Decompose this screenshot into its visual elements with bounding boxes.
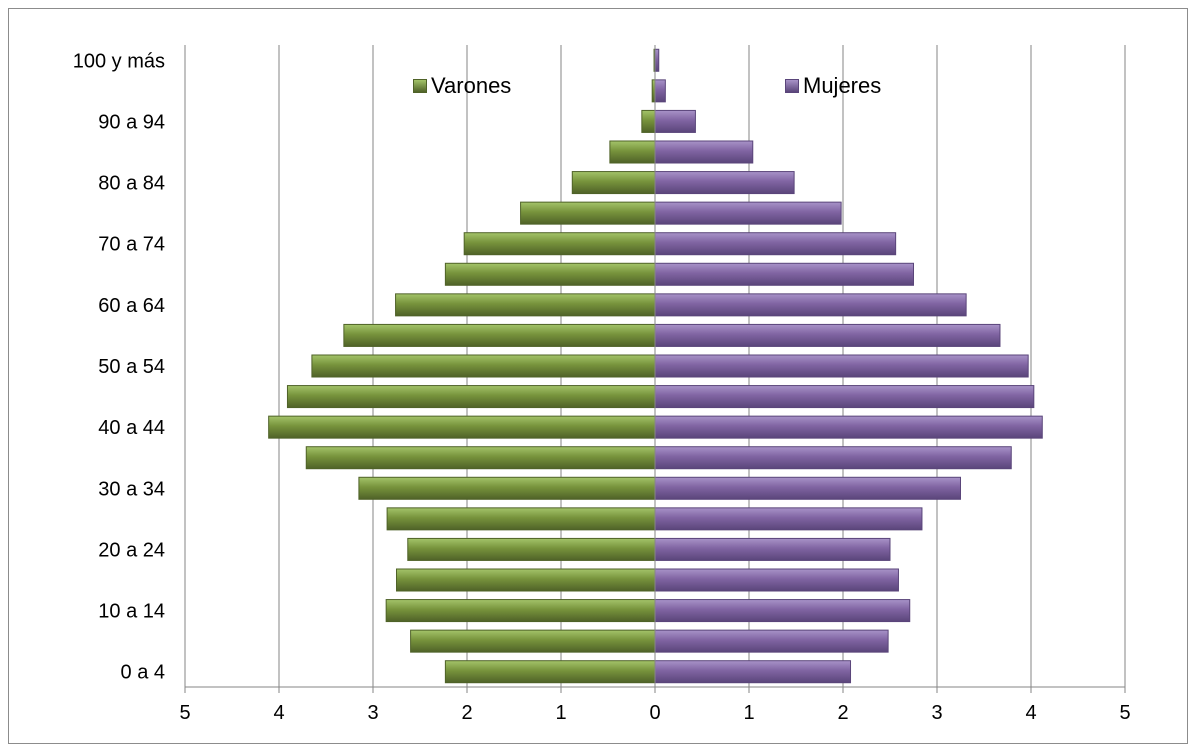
- bar-varones-4: [407, 537, 656, 561]
- x-tick-label-2: 3: [367, 702, 378, 724]
- y-tick-label-3: 30 a 34: [98, 478, 165, 500]
- legend-label-mujeres: Mujeres: [803, 73, 882, 98]
- bar-mujeres-17: [654, 140, 754, 164]
- legend-swatch-varones: [413, 79, 427, 93]
- bar-mujeres-18: [654, 109, 696, 133]
- y-tick-label-5: 50 a 54: [98, 356, 165, 378]
- bar-mujeres-16: [654, 171, 795, 195]
- bar-mujeres-14: [654, 232, 897, 256]
- bar-varones-3: [396, 568, 656, 592]
- bar-mujeres-8: [654, 415, 1043, 439]
- bar-varones-9: [286, 385, 656, 409]
- y-tick-label-2: 20 a 24: [98, 539, 165, 561]
- bar-varones-13: [444, 262, 656, 286]
- bar-varones-5: [386, 507, 656, 531]
- population-pyramid-chart: 5 4 3 2 1 0 1 2 3 4 5 0 a 4 10 a 14 20 a 24 30 a 34 40 …: [73, 45, 1131, 724]
- x-tick-label-0: 5: [179, 702, 190, 724]
- bar-mujeres-15: [654, 201, 842, 225]
- bar-varones-8: [268, 415, 656, 439]
- chart-frame: 5 4 3 2 1 0 1 2 3 4 5 0 a 4 10 a 14 20 a 24 30 a 34 40 …: [8, 8, 1188, 744]
- y-tick-label-8: 80 a 84: [98, 173, 165, 195]
- y-tick-label-6: 60 a 64: [98, 295, 165, 317]
- axes: 5 4 3 2 1 0 1 2 3 4 5 0 a 4 10 a 14 20 a 24 30 a 34 40 …: [73, 45, 1131, 724]
- bars: [268, 48, 1043, 684]
- bar-varones-10: [311, 354, 656, 378]
- y-tick-label-10: 100 y más: [73, 50, 165, 72]
- bar-mujeres-0: [654, 660, 852, 684]
- bar-mujeres-5: [654, 507, 923, 531]
- x-tick-label-9: 4: [1025, 702, 1036, 724]
- bar-varones-11: [343, 323, 656, 347]
- y-tick-label-4: 40 a 44: [98, 417, 165, 439]
- bar-varones-7: [305, 446, 656, 470]
- bar-mujeres-12: [654, 293, 967, 317]
- x-tick-label-10: 5: [1119, 702, 1130, 724]
- bar-mujeres-6: [654, 476, 961, 500]
- bar-mujeres-2: [654, 599, 911, 623]
- x-tick-label-8: 3: [931, 702, 942, 724]
- bar-varones-18: [641, 109, 656, 133]
- y-tick-label-7: 70 a 74: [98, 234, 165, 256]
- bar-varones-15: [520, 201, 656, 225]
- x-tick-label-6: 1: [743, 702, 754, 724]
- x-tick-label-1: 4: [273, 702, 284, 724]
- bar-varones-0: [444, 660, 656, 684]
- bar-varones-6: [358, 476, 656, 500]
- bar-varones-14: [463, 232, 656, 256]
- bar-mujeres-1: [654, 629, 889, 653]
- bar-mujeres-20: [654, 48, 660, 72]
- bar-varones-2: [385, 599, 656, 623]
- x-tick-label-3: 2: [461, 702, 472, 724]
- x-tick-label-5: 0: [649, 702, 660, 724]
- bar-mujeres-19: [654, 79, 666, 103]
- bar-mujeres-7: [654, 446, 1012, 470]
- bar-mujeres-4: [654, 537, 891, 561]
- legend-swatch-mujeres: [785, 79, 799, 93]
- y-tick-label-9: 90 a 94: [98, 111, 165, 133]
- legend-item-mujeres: Mujeres: [785, 73, 881, 99]
- legend-item-varones: Varones: [413, 73, 511, 99]
- legend-label-varones: Varones: [431, 73, 512, 98]
- y-tick-label-0: 0 a 4: [121, 662, 165, 684]
- bar-varones-1: [410, 629, 656, 653]
- bar-varones-16: [571, 171, 656, 195]
- x-tick-label-4: 1: [555, 702, 566, 724]
- bar-mujeres-13: [654, 262, 914, 286]
- bar-mujeres-3: [654, 568, 899, 592]
- y-tick-label-1: 10 a 14: [98, 601, 165, 623]
- bar-mujeres-9: [654, 385, 1035, 409]
- bar-mujeres-11: [654, 323, 1001, 347]
- bar-varones-12: [395, 293, 656, 317]
- bar-mujeres-10: [654, 354, 1029, 378]
- x-tick-label-7: 2: [837, 702, 848, 724]
- bar-varones-17: [609, 140, 656, 164]
